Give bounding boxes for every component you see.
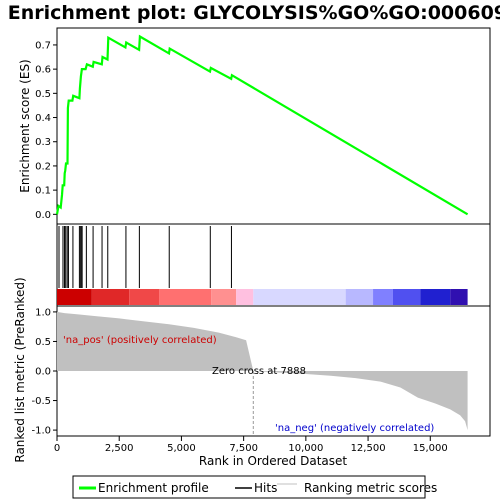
colorbar-segment: [159, 289, 212, 305]
legend-label-enrichment: Enrichment profile: [98, 481, 209, 495]
chart-title: Enrichment plot: GLYCOLYSIS%GO%GO:000609…: [8, 2, 500, 24]
enrichment-profile-line: [55, 34, 469, 216]
es-y-tick-label: 0.1: [35, 186, 51, 197]
metric-y-axis-label: Ranked list metric (PreRanked): [13, 277, 27, 462]
metric-y-tick-label: 0.5: [35, 337, 51, 348]
colorbar-segment: [57, 289, 92, 305]
es-y-tick-label: 0.7: [35, 40, 51, 51]
legend: Enrichment profile Hits Ranking metric s…: [72, 475, 437, 499]
hits-ticks: [58, 226, 232, 288]
zero-cross-label: Zero cross at 7888: [212, 366, 306, 377]
colorbar-segment: [91, 289, 130, 305]
es-y-tick-label: 0.5: [35, 89, 51, 100]
colorbar-segment: [211, 289, 237, 305]
x-axis-label: Rank in Ordered Dataset: [199, 454, 347, 468]
es-y-tick-label: 0.0: [35, 210, 51, 221]
colorbar-segment: [392, 289, 421, 305]
es-panel-frame: [56, 27, 491, 225]
colorbar-segment: [450, 289, 468, 305]
es-y-tick-label: 0.6: [35, 65, 51, 76]
colorbar-segment: [373, 289, 393, 305]
metric-y-tick-label: 1.0: [35, 307, 51, 318]
neg-correlated-label: 'na_neg' (negatively correlated): [275, 423, 434, 434]
legend-label-metric: Ranking metric scores: [304, 481, 437, 495]
colorbar-segment: [420, 289, 451, 305]
x-tick-label: 5,000: [167, 443, 196, 454]
metric-y-tick-label: -1.0: [31, 426, 51, 437]
legend-label-hits: Hits: [254, 481, 277, 495]
x-tick-label: 10,000: [288, 443, 323, 454]
rank-colorbar: [57, 289, 468, 305]
x-tick-label: 2,500: [105, 443, 134, 454]
colorbar-segment: [236, 289, 254, 305]
x-tick-label: 7,500: [229, 443, 258, 454]
colorbar-segment: [253, 289, 346, 305]
legend-box: [72, 475, 426, 499]
metric-y-tick-label: -0.5: [31, 396, 51, 407]
es-y-axis: 0.0 0.1 0.2 0.3 0.4 0.5 0.6 0.7: [35, 40, 57, 221]
metric-y-axis: 1.0 0.5 0.0 -0.5 -1.0: [31, 307, 57, 437]
x-axis: 0 2,500 5,000 7,500 10,000 12,500 15,000: [54, 436, 448, 454]
es-y-tick-label: 0.3: [35, 137, 51, 148]
x-tick-label: 15,000: [413, 443, 448, 454]
x-tick-label: 12,500: [351, 443, 386, 454]
ranking-metric-area: [57, 311, 468, 431]
x-tick-label: 0: [54, 443, 60, 454]
colorbar-segment: [345, 289, 374, 305]
colorbar-segment: [129, 289, 160, 305]
metric-y-tick-label: 0.0: [35, 367, 51, 378]
pos-correlated-label: 'na_pos' (positively correlated): [63, 335, 217, 346]
es-y-tick-label: 0.2: [35, 161, 51, 172]
es-y-axis-label: Enrichment score (ES): [18, 59, 32, 192]
es-y-tick-label: 0.4: [35, 113, 51, 124]
